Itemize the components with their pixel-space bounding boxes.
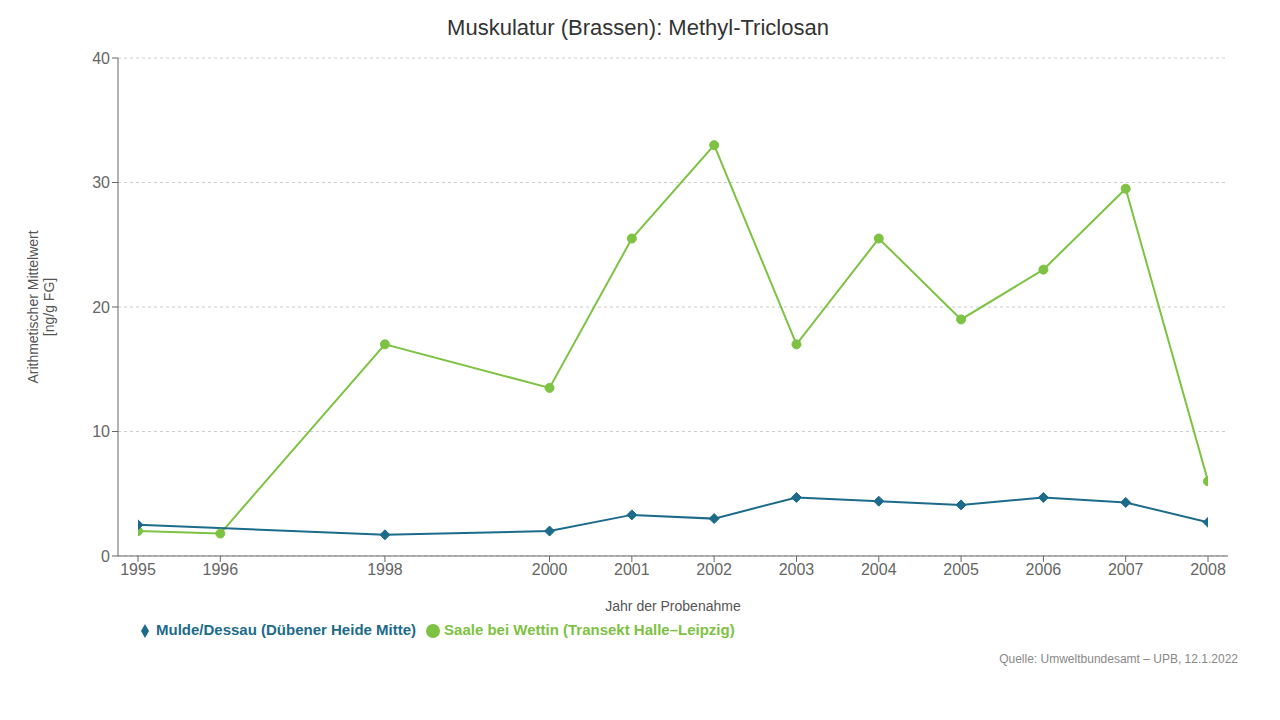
svg-text:2001: 2001 [614, 561, 650, 578]
svg-text:2003: 2003 [779, 561, 815, 578]
svg-text:2000: 2000 [532, 561, 568, 578]
svg-text:0: 0 [101, 548, 110, 565]
svg-text:2004: 2004 [861, 561, 897, 578]
svg-text:2006: 2006 [1026, 561, 1062, 578]
svg-text:2005: 2005 [943, 561, 979, 578]
html-text:Muskulatur (Brassen): Methyl-T: Muskulatur (Brassen): Methyl-Triclosan [447, 15, 829, 40]
svg-text:20: 20 [92, 299, 110, 316]
svg-text:1996: 1996 [203, 561, 239, 578]
svg-text:10: 10 [92, 423, 110, 440]
svg-text:1995: 1995 [120, 561, 156, 578]
html-text:Mulde/Dessau (Dübener Heide Mi: Mulde/Dessau (Dübener Heide Mitte) [156, 621, 416, 638]
svg-text:1998: 1998 [367, 561, 403, 578]
svg-text:2008: 2008 [1190, 561, 1226, 578]
svg-text:2007: 2007 [1108, 561, 1144, 578]
svg-text:40: 40 [92, 50, 110, 67]
svg-text:30: 30 [92, 174, 110, 191]
svg-text:Jahr der Probenahme: Jahr der Probenahme [605, 598, 741, 614]
svg-text:Arithmetischer Mittelwert[ng/g: Arithmetischer Mittelwert[ng/g FG] [25, 230, 57, 383]
svg-text:2002: 2002 [696, 561, 732, 578]
html-text:Saale bei Wettin (Transekt Hal: Saale bei Wettin (Transekt Halle–Leipzig… [444, 621, 735, 638]
html-text:Quelle: Umweltbundesamt – UPB,: Quelle: Umweltbundesamt – UPB, 12.1.2022 [999, 652, 1238, 666]
